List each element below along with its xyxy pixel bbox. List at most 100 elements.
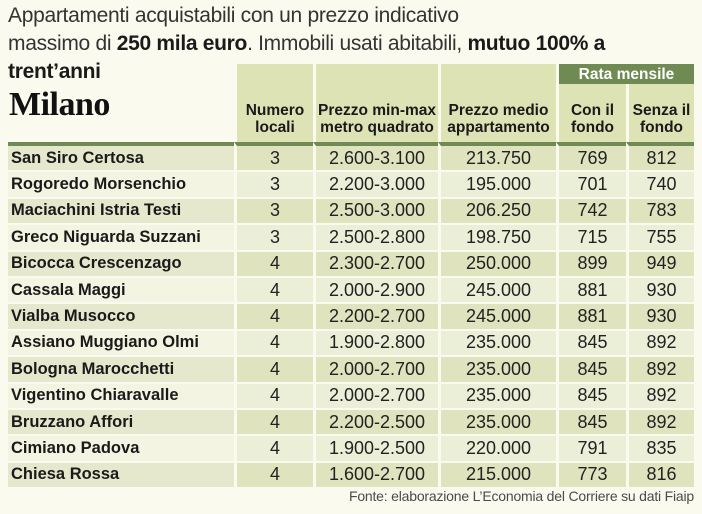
cell-senza: 949 <box>626 249 694 276</box>
cell-medio: 195.000 <box>438 170 556 197</box>
cell-locali: 4 <box>234 275 313 303</box>
table-row: Assiano Muggiano Olmi 4 1.900-2.800 235.000… <box>8 328 694 356</box>
headline-line-1: Appartamenti acquistabili con un prezzo … <box>8 4 459 27</box>
cell-mq: 1.900-2.500 <box>313 434 438 461</box>
table-row: San Siro Certosa 3 2.600-3.100 213.750 769 81… <box>8 142 694 171</box>
cell-mq: 2.200-3.000 <box>313 170 438 197</box>
cell-con: 881 <box>556 302 626 329</box>
cell-senza: 892 <box>626 381 694 408</box>
cell-medio: 235.000 <box>438 381 556 408</box>
cell-senza: 816 <box>626 460 694 488</box>
cell-locali: 4 <box>234 434 313 461</box>
cell-senza: 783 <box>626 196 694 224</box>
cell-locali: 4 <box>234 302 313 329</box>
cell-senza: 930 <box>626 275 694 303</box>
cell-con: 701 <box>556 170 626 197</box>
table-row: Chiesa Rossa 4 1.600-2.700 215.000 773 816 <box>8 460 694 488</box>
cell-zona: Chiesa Rossa <box>8 460 234 488</box>
headline-line-2: massimo di 250 mila euro. Immobili usati… <box>8 30 698 86</box>
cell-locali: 4 <box>234 407 313 435</box>
col-header-medio: Prezzo medio appartamento <box>438 64 556 142</box>
cell-locali: 4 <box>234 460 313 488</box>
cell-senza: 812 <box>626 142 694 171</box>
header-blank <box>8 64 234 84</box>
cell-con: 845 <box>556 328 626 356</box>
table-row: Bologna Marocchetti 4 2.000-2.700 235.000 84… <box>8 355 694 382</box>
cell-zona: Vigentino Chiaravalle <box>8 381 234 408</box>
price-table: Numero locali Prezzo min-max metro quadr… <box>8 64 694 488</box>
cell-medio: 213.750 <box>438 142 556 171</box>
cell-medio: 250.000 <box>438 249 556 276</box>
col-header-locali: Numero locali <box>234 64 313 142</box>
cell-mq: 1.900-2.800 <box>313 328 438 356</box>
cell-locali: 3 <box>234 196 313 224</box>
table-row: Bruzzano Affori 4 2.200-2.500 235.000 845 892 <box>8 407 694 435</box>
cell-zona: Greco Niguarda Suzzani <box>8 223 234 250</box>
cell-mq: 2.200-2.700 <box>313 302 438 329</box>
cell-senza: 835 <box>626 434 694 461</box>
city-title: Milano <box>9 86 110 123</box>
cell-zona: Maciachini Istria Testi <box>8 196 234 224</box>
cell-mq: 2.600-3.100 <box>313 142 438 171</box>
cell-zona: Bruzzano Affori <box>8 407 234 435</box>
cell-mq: 2.200-2.500 <box>313 407 438 435</box>
cell-zona: Assiano Muggiano Olmi <box>8 328 234 356</box>
cell-medio: 206.250 <box>438 196 556 224</box>
cell-con: 773 <box>556 460 626 488</box>
cell-locali: 4 <box>234 328 313 356</box>
cell-con: 715 <box>556 223 626 250</box>
cell-con: 845 <box>556 381 626 408</box>
headline-price: 250 mila euro <box>116 32 248 55</box>
cell-senza: 930 <box>626 302 694 329</box>
cell-locali: 4 <box>234 355 313 382</box>
cell-con: 845 <box>556 355 626 382</box>
cell-senza: 755 <box>626 223 694 250</box>
cell-medio: 215.000 <box>438 460 556 488</box>
cell-medio: 245.000 <box>438 275 556 303</box>
cell-mq: 1.600-2.700 <box>313 460 438 488</box>
cell-mq: 2.500-2.800 <box>313 223 438 250</box>
cell-locali: 3 <box>234 223 313 250</box>
cell-zona: Bicocca Crescenzago <box>8 249 234 276</box>
cell-mq: 2.500-3.000 <box>313 196 438 224</box>
col-header-con: Con il fondo <box>556 84 626 142</box>
table-row: Vigentino Chiaravalle 4 2.000-2.700 235.000… <box>8 381 694 408</box>
cell-medio: 235.000 <box>438 328 556 356</box>
headline-mortgage: mutuo 100% a trent’anni <box>8 32 606 83</box>
cell-zona: Rogoredo Morsenchio <box>8 170 234 197</box>
cell-medio: 235.000 <box>438 407 556 435</box>
cell-senza: 892 <box>626 328 694 356</box>
col-header-senza: Senza il fondo <box>626 84 694 142</box>
cell-locali: 4 <box>234 249 313 276</box>
table-body: San Siro Certosa 3 2.600-3.100 213.750 769 81… <box>8 142 694 488</box>
cell-zona: Bologna Marocchetti <box>8 355 234 382</box>
cell-zona: Vialba Musocco <box>8 302 234 329</box>
cell-senza: 892 <box>626 355 694 382</box>
cell-mq: 2.000-2.700 <box>313 381 438 408</box>
cell-mq: 2.000-2.900 <box>313 275 438 303</box>
table-row: Bicocca Crescenzago 4 2.300-2.700 250.000 89… <box>8 249 694 276</box>
cell-mq: 2.000-2.700 <box>313 355 438 382</box>
headline: Appartamenti acquistabili con un prezzo … <box>8 2 698 86</box>
table-row: Cassala Maggi 4 2.000-2.900 245.000 881 930 <box>8 275 694 303</box>
table-row: Vialba Musocco 4 2.200-2.700 245.000 881 930 <box>8 302 694 329</box>
group-header-rata: Rata mensile <box>556 64 694 84</box>
cell-locali: 3 <box>234 170 313 197</box>
headline-text: massimo di <box>8 32 117 55</box>
cell-con: 881 <box>556 275 626 303</box>
cell-con: 845 <box>556 407 626 435</box>
cell-zona: Cassala Maggi <box>8 275 234 303</box>
cell-zona: Cimiano Padova <box>8 434 234 461</box>
cell-senza: 740 <box>626 170 694 197</box>
table-row: Rogoredo Morsenchio 3 2.200-3.000 195.000 70… <box>8 170 694 197</box>
headline-text: . Immobili usati abitabili, <box>247 32 468 55</box>
cell-medio: 235.000 <box>438 355 556 382</box>
source-note: Fonte: elaborazione L’Economia del Corri… <box>348 488 694 504</box>
cell-zona: San Siro Certosa <box>8 142 234 171</box>
cell-locali: 3 <box>234 142 313 171</box>
cell-con: 899 <box>556 249 626 276</box>
cell-medio: 198.750 <box>438 223 556 250</box>
cell-con: 742 <box>556 196 626 224</box>
table-row: Cimiano Padova 4 1.900-2.500 220.000 791 835 <box>8 434 694 461</box>
table-row: Greco Niguarda Suzzani 3 2.500-2.800 198.75… <box>8 223 694 250</box>
